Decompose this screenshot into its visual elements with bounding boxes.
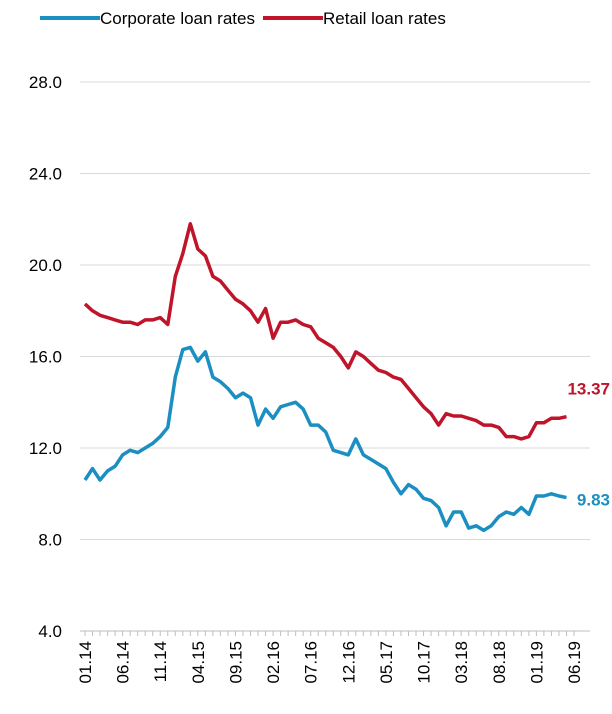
end-label: 9.83 <box>577 491 610 510</box>
x-tick-label: 05.17 <box>377 641 396 684</box>
x-tick-label: 08.18 <box>490 641 509 684</box>
legend-label: Corporate loan rates <box>100 9 255 28</box>
x-tick-label: 06.14 <box>114 641 133 684</box>
y-tick-label: 20.0 <box>29 256 62 275</box>
y-tick-label: 8.0 <box>38 531 62 550</box>
y-tick-label: 28.0 <box>29 73 62 92</box>
x-tick-label: 01.19 <box>527 641 546 684</box>
y-tick-label: 24.0 <box>29 165 62 184</box>
x-tick-label: 07.16 <box>302 641 321 684</box>
end-label: 13.37 <box>567 380 610 399</box>
x-tick-label: 01.14 <box>76 641 95 684</box>
x-tick-label: 12.16 <box>339 641 358 684</box>
y-tick-label: 4.0 <box>38 622 62 641</box>
x-tick-label: 09.15 <box>226 641 245 684</box>
x-tick-label: 03.18 <box>452 641 471 684</box>
series-line <box>83 345 567 533</box>
series-line <box>83 222 567 441</box>
y-tick-label: 16.0 <box>29 348 62 367</box>
x-tick-label: 10.17 <box>415 641 434 684</box>
x-tick-label: 02.16 <box>264 641 283 684</box>
x-tick-label: 04.15 <box>189 641 208 684</box>
x-tick-label: 11.14 <box>151 641 170 682</box>
legend-label: Retail loan rates <box>323 9 446 28</box>
x-tick-label: 06.19 <box>565 641 584 684</box>
y-tick-label: 12.0 <box>29 439 62 458</box>
